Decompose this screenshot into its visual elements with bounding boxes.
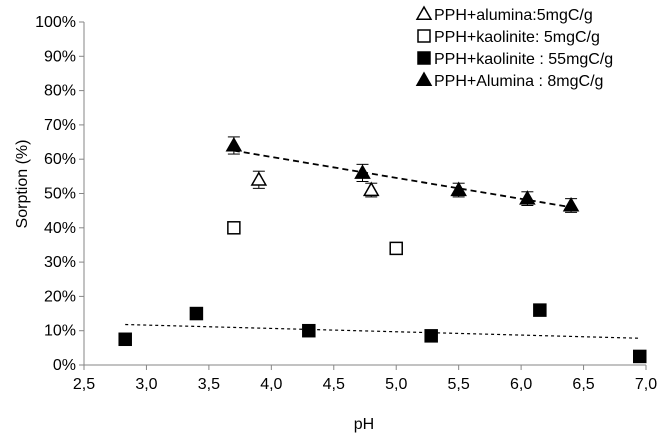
x-axis-title: pH xyxy=(354,416,374,433)
x-tick-label: 6,5 xyxy=(572,376,594,393)
data-point xyxy=(362,181,380,197)
legend: PPH+alumina:5mgC/g PPH+kaolinite: 5mgC/g P… xyxy=(415,5,613,90)
x-tick-label: 3,0 xyxy=(135,376,157,393)
y-tick-label: 100% xyxy=(35,14,76,31)
data-point xyxy=(424,329,438,343)
trend-lines xyxy=(125,149,640,339)
trend-line xyxy=(233,149,572,209)
data-point xyxy=(302,323,316,338)
data-point xyxy=(250,171,268,186)
data-point xyxy=(562,196,580,212)
x-tick-label: 4,5 xyxy=(323,376,345,393)
legend-label: PPH+alumina:5mgC/g xyxy=(434,7,593,24)
data-points xyxy=(118,136,647,364)
data-point xyxy=(533,303,547,317)
y-tick-label: 10% xyxy=(44,323,76,340)
legend-marker xyxy=(415,71,433,86)
y-tick-label: 90% xyxy=(44,48,76,65)
legend-marker xyxy=(417,29,431,43)
legend-marker xyxy=(417,51,431,65)
y-tick-label: 80% xyxy=(44,83,76,100)
data-point xyxy=(389,241,403,256)
y-axis-ticks: 0% 10% 20% 30% 40% 50% 60% 70% 80% 90% 100% xyxy=(35,14,84,374)
x-tick-label: 5,0 xyxy=(385,376,407,393)
legend-label: PPH+kaolinite : 55mgC/g xyxy=(434,51,613,68)
data-point xyxy=(519,190,536,205)
y-tick-label: 50% xyxy=(44,186,76,203)
x-tick-label: 4,0 xyxy=(260,376,282,393)
data-point xyxy=(354,164,371,179)
legend-marker xyxy=(415,5,433,20)
y-tick-label: 70% xyxy=(44,117,76,134)
x-axis-ticks: 2,5 3,0 3,5 4,0 4,5 5,0 5,5 6,0 6,5 7,0 xyxy=(73,365,657,393)
trend-line xyxy=(125,323,640,339)
y-tick-label: 30% xyxy=(44,254,76,271)
y-tick-label: 60% xyxy=(44,151,76,168)
y-tick-label: 0% xyxy=(53,357,76,374)
x-tick-label: 2,5 xyxy=(73,376,95,393)
y-tick-label: 40% xyxy=(44,220,76,237)
data-point xyxy=(189,306,204,321)
x-tick-label: 3,5 xyxy=(198,376,220,393)
data-point xyxy=(450,181,467,197)
data-point xyxy=(118,332,132,347)
x-tick-label: 7,0 xyxy=(635,376,657,393)
x-tick-label: 6,0 xyxy=(510,376,532,393)
y-tick-label: 20% xyxy=(44,288,76,305)
legend-label: PPH+kaolinite: 5mgC/g xyxy=(434,29,600,46)
legend-label: PPH+Alumina : 8mgC/g xyxy=(434,73,603,90)
data-point xyxy=(633,349,647,364)
x-tick-label: 5,5 xyxy=(448,376,470,393)
data-point xyxy=(227,221,241,235)
y-axis-title: Sorption (%) xyxy=(14,140,31,229)
data-point xyxy=(225,136,243,152)
